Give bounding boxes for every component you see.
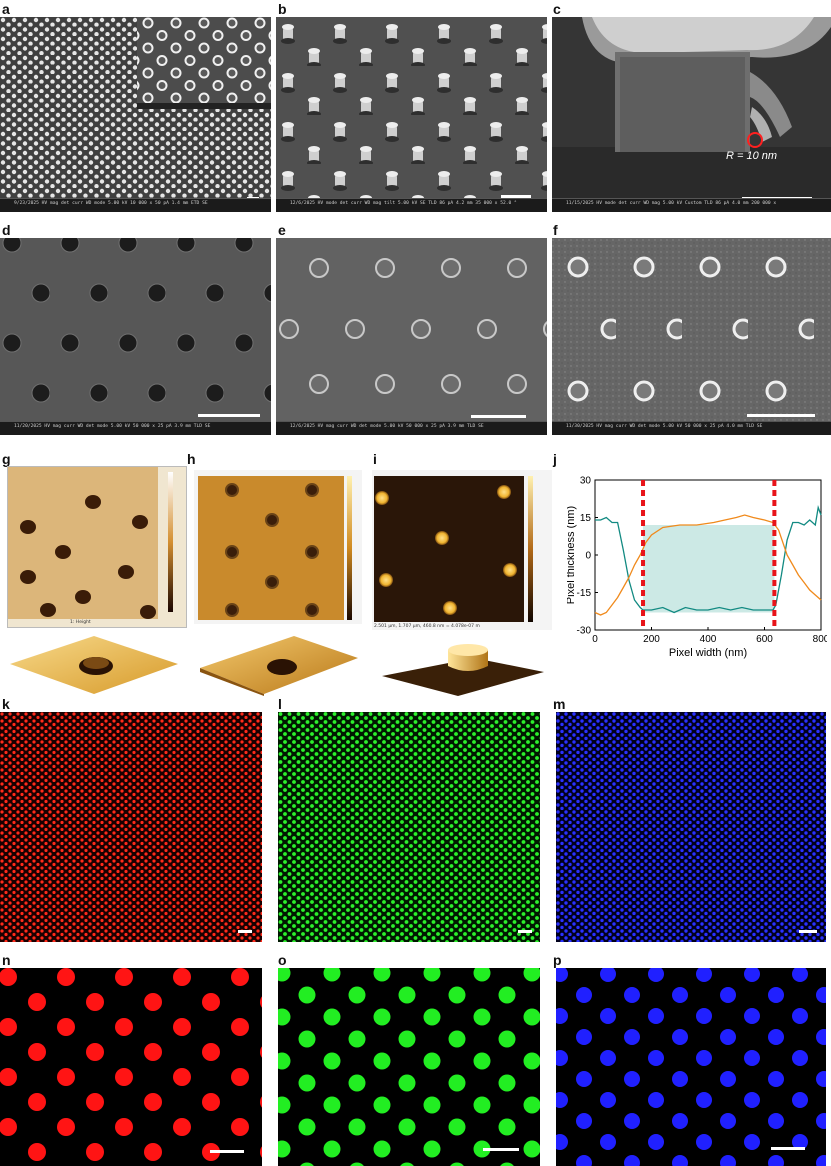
afm-image-g: 1: Height [7, 466, 187, 628]
panel-label-j: j [553, 451, 557, 467]
panel-label-i: i [373, 451, 377, 467]
panel-label-a: a [2, 1, 10, 17]
y-tick-label-0: -30 [577, 626, 592, 637]
afm-3d-g [8, 634, 180, 696]
fluorescence-green-l [278, 712, 540, 942]
fluorescence-blue-p [556, 968, 826, 1166]
sem-image-f: 11/30/2025 HV mag curr WD det mode 5.00 … [552, 238, 831, 435]
fluorescence-red-n [0, 968, 262, 1166]
series-line-1 [594, 514, 822, 616]
x-tick-label-3: 600 [756, 634, 773, 645]
sem-info-b: 12/6/2025 HV mode det curr WD mag tilt 5… [290, 201, 517, 206]
panel-label-c: c [553, 1, 561, 17]
x-tick-label-2: 400 [700, 634, 717, 645]
sem-info-bar-a: 9/23/2025 HV mag det curr WD mode 5.00 k… [0, 198, 271, 212]
fluorescence-red-k [0, 712, 262, 942]
sem-info-bar-c: 11/15/2025 HV mode det curr WD mag 5.00 … [552, 198, 831, 212]
sem-info-bar-e: 12/6/2025 HV mag curr WD det mode 5.00 k… [276, 421, 547, 435]
sem-info-f: 11/30/2025 HV mag curr WD det mode 5.00 … [566, 424, 763, 429]
sem-info-c: 11/15/2025 HV mode det curr WD mag 5.00 … [566, 201, 777, 206]
panel-label-p: p [553, 952, 562, 968]
panel-label-l: l [278, 696, 282, 712]
afm-image-h [194, 470, 362, 624]
sem-info-e: 12/6/2025 HV mag curr WD det mode 5.00 k… [290, 424, 484, 429]
thickness-profile-chart: 0 200 400 600 800 -30 -15 0 15 30 Pixel width (nm)… [567, 476, 827, 660]
panel-label-e: e [278, 222, 286, 238]
panel-label-m: m [553, 696, 566, 712]
panel-label-d: d [2, 222, 11, 238]
panel-label-b: b [278, 1, 287, 17]
panel-label-o: o [278, 952, 287, 968]
sem-image-a: 9/23/2025 HV mag det curr WD mode 5.00 k… [0, 17, 271, 212]
afm-caption-g: 1: Height [70, 620, 91, 625]
y-tick-label-1: -15 [577, 588, 592, 599]
panel-label-h: h [187, 451, 196, 467]
afm-caption-i: 2.501 μm, 1.707 μm, 460.8 nm = 4.078e-07… [374, 624, 480, 629]
fluorescence-green-o [278, 968, 540, 1166]
shaded-region [643, 525, 775, 613]
afm-image-i: 2.501 μm, 1.707 μm, 460.8 nm = 4.078e-07… [372, 470, 552, 630]
panel-label-n: n [2, 952, 11, 968]
sem-info-a: 9/23/2025 HV mag det curr WD mode 5.00 k… [14, 201, 208, 206]
afm-3d-i [378, 632, 546, 696]
panel-label-k: k [2, 696, 10, 712]
sem-image-b: 12/6/2025 HV mode det curr WD mag tilt 5… [276, 17, 547, 212]
sem-info-bar-f: 11/30/2025 HV mag curr WD det mode 5.00 … [552, 421, 831, 435]
fluorescence-blue-m [556, 712, 826, 942]
sem-image-e: 12/6/2025 HV mag curr WD det mode 5.00 k… [276, 238, 547, 435]
sem-image-d: 11/20/2025 HV mag curr WD det mode 5.00 … [0, 238, 271, 435]
y-tick-label-3: 15 [580, 513, 592, 524]
sem-image-c: R = 10 nm 11/15/2025 HV mode det curr WD… [552, 17, 831, 212]
x-tick-label-0: 0 [592, 634, 598, 645]
radius-annotation: R = 10 nm [726, 150, 778, 162]
panel-label-g: g [2, 451, 11, 467]
y-tick-label-4: 30 [580, 476, 592, 487]
x-tick-label-1: 200 [643, 634, 660, 645]
series-line-0 [595, 504, 822, 614]
panel-label-f: f [553, 222, 558, 238]
x-axis-label: Pixel width (nm) [669, 647, 747, 659]
x-tick-label-4: 800 [813, 634, 827, 645]
afm-3d-h [194, 632, 360, 696]
sem-info-bar-b: 12/6/2025 HV mode det curr WD mag tilt 5… [276, 198, 547, 212]
y-tick-label-2: 0 [585, 551, 591, 562]
y-axis-label: Pixel thickness (nm) [567, 506, 577, 604]
sem-info-d: 11/20/2025 HV mag curr WD det mode 5.00 … [14, 424, 211, 429]
sem-info-bar-d: 11/20/2025 HV mag curr WD det mode 5.00 … [0, 421, 271, 435]
